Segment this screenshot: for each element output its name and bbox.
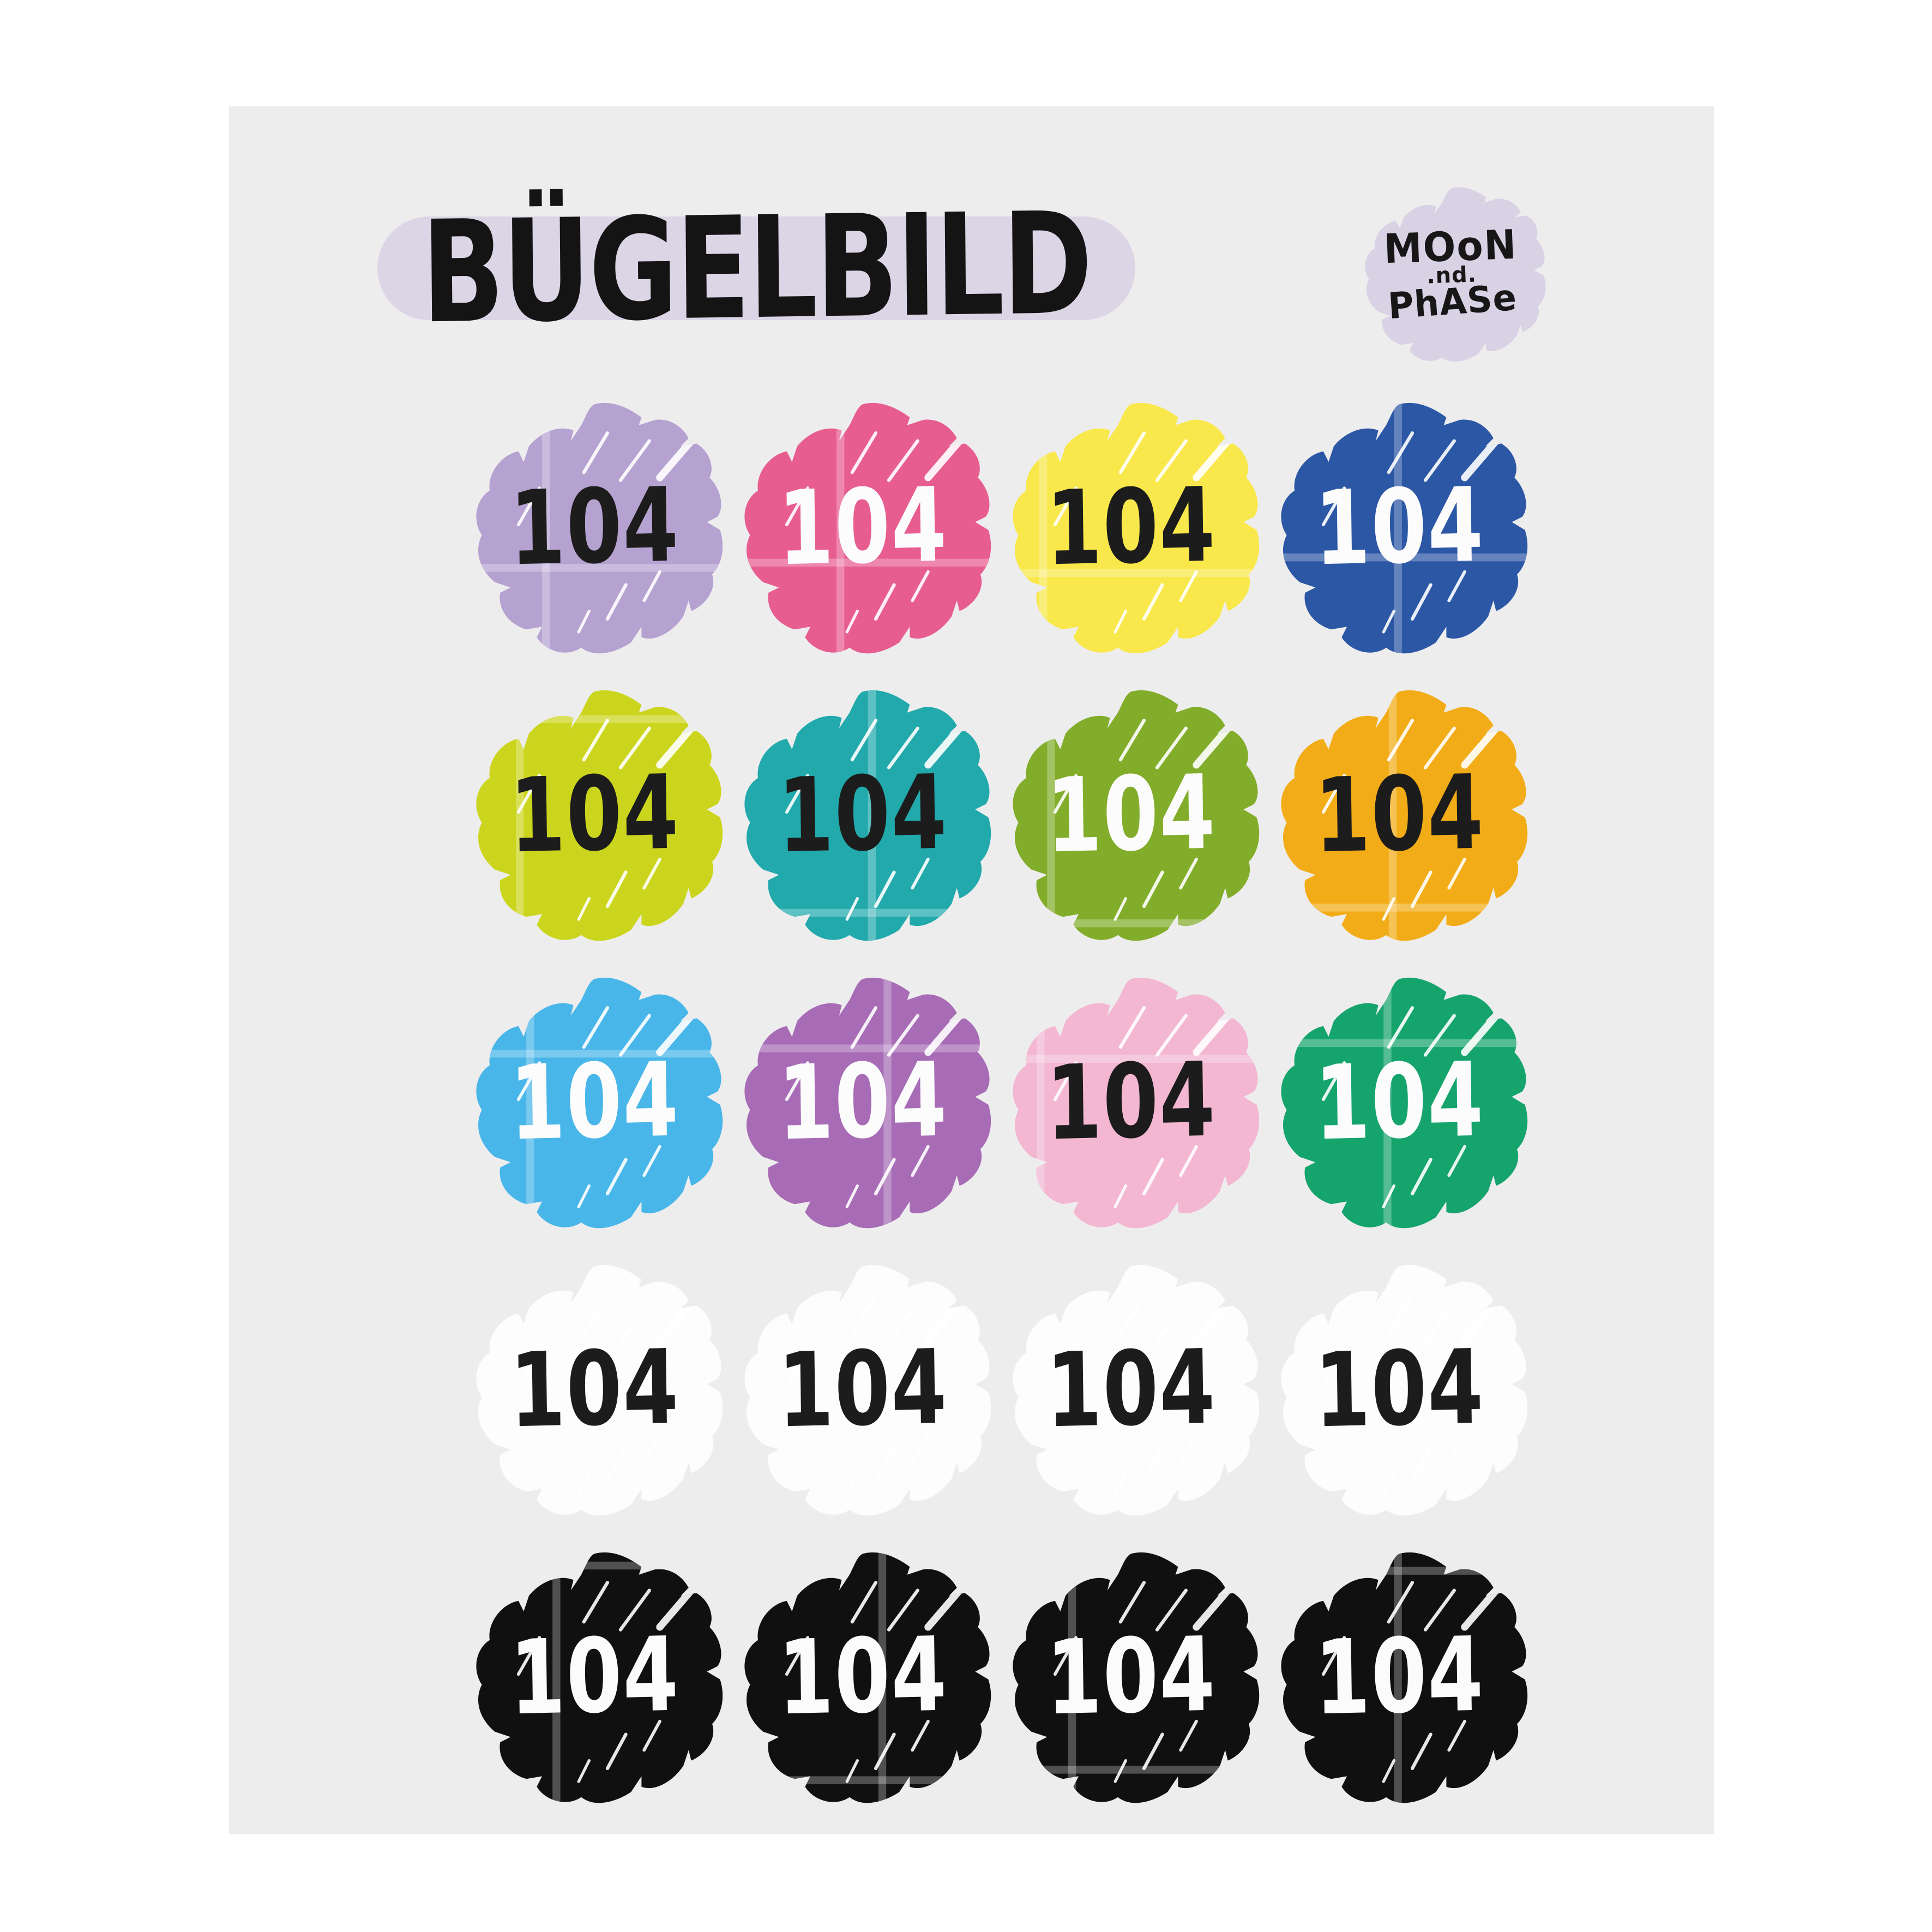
paint-blob-icon xyxy=(744,690,991,941)
paint-blob-icon xyxy=(1281,977,1528,1228)
size-label: 104 xyxy=(509,753,680,876)
swatch-yellow: 104 xyxy=(1000,396,1262,658)
swatch-teal: 104 xyxy=(732,684,994,946)
size-label: 104 xyxy=(1314,753,1485,876)
size-label: 104 xyxy=(509,1615,680,1738)
size-label: 104 xyxy=(1314,465,1485,588)
paint-blob-icon xyxy=(1281,1552,1528,1803)
swatch-orchid: 104 xyxy=(732,971,994,1233)
swatch-amber: 104 xyxy=(1268,684,1530,946)
swatch-black: 104 xyxy=(1000,1546,1262,1808)
swatch-white: 104 xyxy=(1268,1259,1530,1520)
size-label: 104 xyxy=(1045,1615,1217,1738)
size-label: 104 xyxy=(1045,465,1217,588)
logo-text: MOoN .nd. PhASe xyxy=(1352,179,1550,368)
swatch-chartreuse: 104 xyxy=(464,684,725,946)
swatch-black: 104 xyxy=(464,1546,725,1808)
size-label: 104 xyxy=(1045,1040,1217,1163)
swatch-lavender: 104 xyxy=(464,396,725,658)
brand-logo: MOoN .nd. PhASe xyxy=(1356,183,1548,365)
size-label: 104 xyxy=(777,465,948,588)
paint-blob-icon xyxy=(744,402,991,653)
swatch-white: 104 xyxy=(464,1259,725,1520)
paint-blob-icon xyxy=(1013,977,1260,1228)
paint-blob-icon xyxy=(1013,1552,1260,1803)
size-label: 104 xyxy=(777,1040,948,1163)
size-label: 104 xyxy=(777,1327,948,1450)
paint-blob-icon xyxy=(476,1265,723,1515)
transfer-sheet: BÜGELBILD MOoN .nd. PhASe xyxy=(229,106,1714,1834)
swatch-white: 104 xyxy=(732,1259,994,1520)
size-label: 104 xyxy=(777,753,948,876)
paint-blob-icon xyxy=(476,1552,723,1803)
size-label: 104 xyxy=(1045,753,1217,876)
page-title: BÜGELBILD xyxy=(421,182,1092,355)
size-label: 104 xyxy=(509,465,680,588)
paint-blob-icon xyxy=(476,977,723,1228)
paint-blob-icon xyxy=(1281,690,1528,941)
paint-blob-icon xyxy=(1013,690,1260,941)
swatch-white: 104 xyxy=(1000,1259,1262,1520)
paint-blob-icon xyxy=(744,1552,991,1803)
paint-blob-icon xyxy=(476,690,723,941)
swatch-grid: 104 104 xyxy=(460,383,1533,1820)
swatch-black: 104 xyxy=(732,1546,994,1808)
swatch-light-pink: 104 xyxy=(1000,971,1262,1233)
paint-blob-icon xyxy=(1013,402,1260,653)
paint-blob-icon xyxy=(744,1265,991,1515)
size-label: 104 xyxy=(509,1327,680,1450)
swatch-black: 104 xyxy=(1268,1546,1530,1808)
size-label: 104 xyxy=(509,1040,680,1163)
paint-blob-icon xyxy=(744,977,991,1228)
size-label: 104 xyxy=(777,1615,948,1738)
logo-line-3: PhASe xyxy=(1387,276,1519,327)
swatch-pink: 104 xyxy=(732,396,994,658)
paint-blob-icon xyxy=(476,402,723,653)
size-label: 104 xyxy=(1314,1327,1485,1450)
paint-blob-icon xyxy=(1013,1265,1260,1515)
swatch-sky-blue: 104 xyxy=(464,971,725,1233)
swatch-royal-blue: 104 xyxy=(1268,396,1530,658)
size-label: 104 xyxy=(1045,1327,1217,1450)
logo-line-1: MOoN xyxy=(1383,221,1518,273)
swatch-apple-green: 104 xyxy=(1000,684,1262,946)
swatch-green: 104 xyxy=(1268,971,1530,1233)
size-label: 104 xyxy=(1314,1040,1485,1163)
title-highlight: BÜGELBILD xyxy=(377,182,1135,354)
paint-blob-icon xyxy=(1281,1265,1528,1515)
size-label: 104 xyxy=(1314,1615,1485,1738)
paint-blob-icon xyxy=(1281,402,1528,653)
